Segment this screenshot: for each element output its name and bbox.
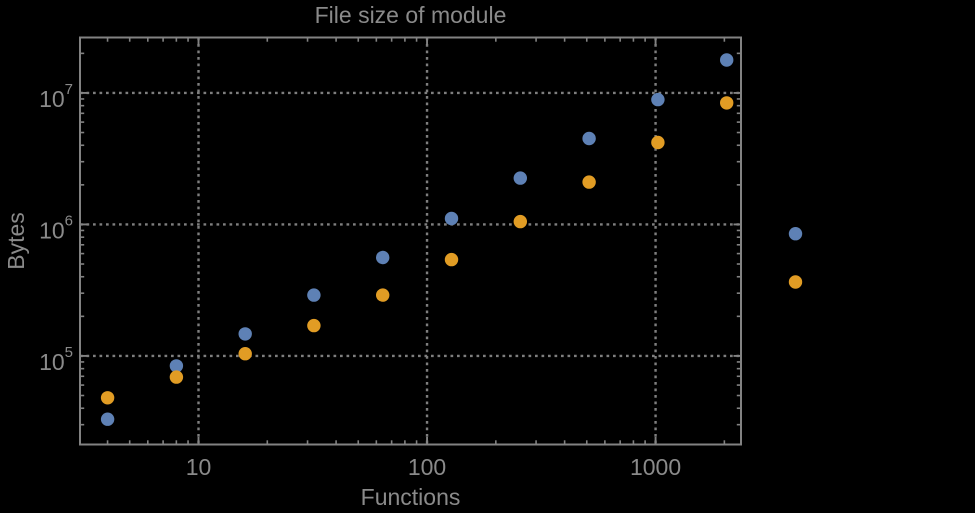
data-point-blue [720, 53, 734, 67]
data-point-blue [376, 250, 390, 265]
data-point-blue [444, 211, 459, 226]
x-axis-label: Functions [361, 484, 461, 510]
data-point-blue [307, 288, 321, 302]
data-point-blue [513, 171, 527, 185]
y-tick-labels: 105 106 107 [39, 81, 73, 375]
data-point-orange [788, 275, 803, 289]
plot-frame [79, 36, 742, 446]
data-point-blue [100, 412, 115, 426]
data-point-blue [238, 327, 252, 341]
axis-ticks [80, 37, 741, 445]
data-point-blue [788, 227, 803, 241]
data-point-orange [307, 318, 321, 333]
x-tick-labels: 10 100 1000 [186, 454, 681, 480]
x-tick-label: 1000 [630, 454, 681, 480]
chart-title: File size of module [315, 2, 507, 28]
gridlines [80, 37, 741, 445]
y-tick-label: 106 [39, 212, 73, 243]
y-axis-label: Bytes [3, 212, 29, 270]
y-tick-label: 107 [39, 81, 73, 112]
y-tick-label: 105 [39, 344, 73, 375]
data-point-orange [444, 252, 459, 267]
data-point-orange [651, 135, 665, 150]
data-point-orange [238, 347, 252, 361]
x-tick-label: 100 [408, 454, 446, 480]
data-point-orange [582, 175, 596, 189]
data-point-orange [720, 96, 734, 110]
data-point-blue [582, 131, 596, 146]
data-point-orange [376, 288, 390, 302]
x-tick-label: 10 [186, 454, 212, 480]
data-point-orange [513, 214, 527, 229]
data-points [100, 53, 803, 426]
data-point-blue [651, 92, 665, 107]
data-point-blue [169, 359, 184, 373]
data-point-orange [169, 370, 184, 384]
data-point-orange [100, 391, 115, 405]
